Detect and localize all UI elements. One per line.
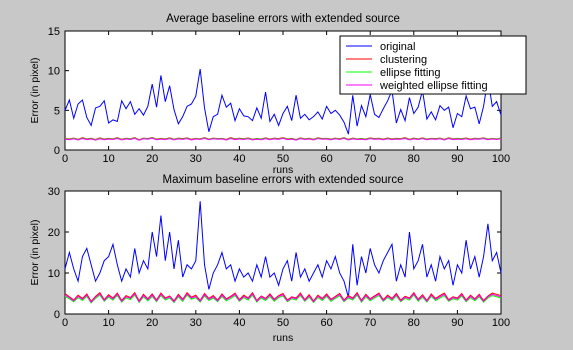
x-tick-label: 0 bbox=[62, 317, 68, 329]
x-tick-label: 10 bbox=[102, 153, 114, 165]
series-line-weighted-ellipse-fitting bbox=[64, 137, 502, 141]
x-tick-label: 70 bbox=[364, 153, 376, 165]
x-tick-label: 60 bbox=[320, 317, 332, 329]
y-tick-label: 30 bbox=[48, 186, 60, 198]
x-tick-label: 90 bbox=[451, 153, 463, 165]
y-axis-label: Error (in pixel) bbox=[29, 220, 41, 286]
x-tick-label: 40 bbox=[233, 317, 245, 329]
series-line-weighted-ellipse-fitting bbox=[64, 293, 502, 303]
x-tick-label: 50 bbox=[277, 153, 289, 165]
legend-entry: ellipse fitting bbox=[380, 67, 441, 79]
y-tick-label: 15 bbox=[48, 26, 60, 38]
x-tick-label: 60 bbox=[320, 153, 332, 165]
legend-entry: clustering bbox=[380, 54, 427, 66]
x-tick-label: 30 bbox=[190, 153, 202, 165]
x-tick-label: 80 bbox=[408, 153, 420, 165]
y-tick-label: 10 bbox=[48, 66, 60, 78]
x-tick-label: 90 bbox=[451, 317, 463, 329]
y-axis-label: Error (in pixel) bbox=[29, 58, 41, 124]
x-axis-label: runs bbox=[273, 164, 293, 176]
chart-title: Maximum baseline errors with extended so… bbox=[163, 174, 404, 186]
x-tick-label: 40 bbox=[233, 153, 245, 165]
x-tick-label: 10 bbox=[102, 317, 114, 329]
x-tick-label: 70 bbox=[364, 317, 376, 329]
y-tick-label: 10 bbox=[48, 268, 60, 280]
y-tick-label: 5 bbox=[54, 105, 60, 117]
series-line-original bbox=[64, 201, 502, 298]
legend-entry: weighted ellipse fitting bbox=[379, 80, 488, 92]
chart-title: Average baseline errors with extended so… bbox=[166, 13, 400, 25]
x-tick-label: 30 bbox=[190, 317, 202, 329]
y-tick-label: 20 bbox=[48, 227, 60, 239]
x-tick-label: 80 bbox=[408, 317, 420, 329]
x-tick-label: 100 bbox=[492, 153, 510, 165]
x-tick-label: 100 bbox=[492, 317, 510, 329]
series-line-original bbox=[64, 69, 502, 135]
x-tick-label: 20 bbox=[146, 317, 158, 329]
x-tick-label: 50 bbox=[277, 317, 289, 329]
y-tick-label: 0 bbox=[54, 145, 60, 157]
x-tick-label: 20 bbox=[146, 153, 158, 165]
x-tick-label: 0 bbox=[62, 153, 68, 165]
y-tick-label: 0 bbox=[54, 309, 60, 321]
x-axis-label: runs bbox=[273, 332, 293, 344]
subplot-2: 0 10 20 30 40 50 60 70 80 90 100 0 10 20 30 Maximum bas… bbox=[29, 174, 510, 344]
subplot-1: 0 10 20 30 40 50 60 70 80 90 100 0 5 10 15 Average base… bbox=[29, 13, 527, 176]
legend-entry: original bbox=[380, 41, 415, 53]
